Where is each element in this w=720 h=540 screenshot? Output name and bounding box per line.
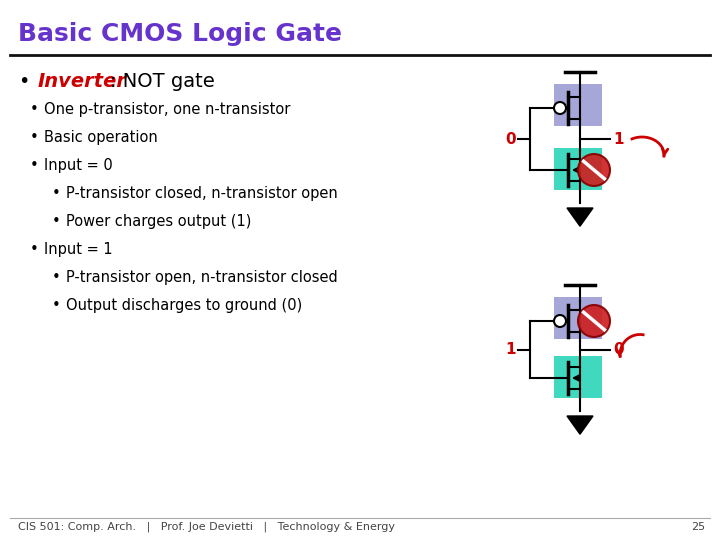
Text: Output discharges to ground (0): Output discharges to ground (0)	[66, 298, 302, 313]
Polygon shape	[567, 208, 593, 226]
FancyBboxPatch shape	[554, 356, 602, 398]
Text: 1: 1	[613, 132, 624, 146]
FancyBboxPatch shape	[554, 148, 602, 190]
Text: Basic CMOS Logic Gate: Basic CMOS Logic Gate	[18, 22, 342, 46]
FancyBboxPatch shape	[554, 297, 602, 339]
Circle shape	[554, 315, 566, 327]
Circle shape	[578, 305, 610, 337]
Text: P-transistor open, n-transistor closed: P-transistor open, n-transistor closed	[66, 270, 338, 285]
Text: Basic operation: Basic operation	[44, 130, 158, 145]
Text: •: •	[18, 72, 30, 91]
Text: Inverter: Inverter	[38, 72, 127, 91]
Text: One p-transistor, one n-transistor: One p-transistor, one n-transistor	[44, 102, 290, 117]
Text: •: •	[52, 186, 60, 201]
Text: •: •	[30, 130, 39, 145]
Text: Input = 1: Input = 1	[44, 242, 112, 257]
Text: •: •	[52, 270, 60, 285]
Polygon shape	[567, 416, 593, 434]
FancyBboxPatch shape	[554, 84, 602, 126]
Text: Power charges output (1): Power charges output (1)	[66, 214, 251, 229]
Text: 0: 0	[505, 132, 516, 146]
Text: 25: 25	[691, 522, 705, 532]
Text: 1: 1	[505, 342, 516, 357]
Circle shape	[578, 154, 610, 186]
Text: 0: 0	[613, 342, 624, 357]
Text: •: •	[30, 158, 39, 173]
Text: CIS 501: Comp. Arch.   |   Prof. Joe Devietti   |   Technology & Energy: CIS 501: Comp. Arch. | Prof. Joe Deviett…	[18, 522, 395, 532]
Text: : NOT gate: : NOT gate	[110, 72, 215, 91]
Text: •: •	[30, 242, 39, 257]
Circle shape	[554, 102, 566, 114]
Text: •: •	[30, 102, 39, 117]
Text: Input = 0: Input = 0	[44, 158, 113, 173]
Text: •: •	[52, 298, 60, 313]
Text: P-transistor closed, n-transistor open: P-transistor closed, n-transistor open	[66, 186, 338, 201]
Text: •: •	[52, 214, 60, 229]
